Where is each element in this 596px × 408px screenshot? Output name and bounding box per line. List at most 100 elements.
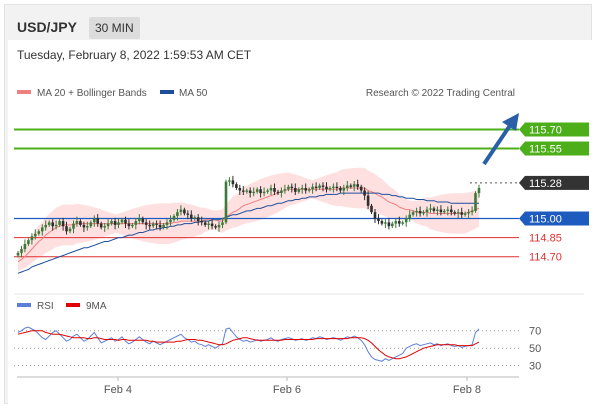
candle-body xyxy=(23,244,27,250)
candle-body xyxy=(68,228,72,232)
candle-body xyxy=(75,221,79,224)
candle-body xyxy=(366,195,370,206)
candle-body xyxy=(117,222,120,225)
candle-body xyxy=(359,186,363,191)
candle-body xyxy=(203,222,207,225)
candle-body xyxy=(439,209,443,213)
candle-body xyxy=(235,184,238,188)
candle-body xyxy=(460,212,463,215)
candle-body xyxy=(30,236,34,241)
symbol-title: USD/JPY xyxy=(17,19,77,35)
candle-body xyxy=(99,223,103,228)
candle-body xyxy=(158,224,162,228)
ma20-line xyxy=(17,187,480,263)
candle-body xyxy=(352,184,356,187)
candle-body xyxy=(429,208,432,210)
level-tag-bg xyxy=(525,122,589,137)
level-tag-arrow xyxy=(519,122,525,137)
rsi-legend-label: RSI xyxy=(37,301,54,312)
candle-body xyxy=(380,221,384,224)
ma50-line xyxy=(17,192,479,274)
candle-body xyxy=(339,188,342,191)
candle-body xyxy=(228,180,231,182)
candle-body xyxy=(193,217,197,219)
candle-body xyxy=(398,221,401,224)
timeframe-badge[interactable]: 30 MIN xyxy=(89,17,140,39)
candle-body xyxy=(453,212,456,214)
candle-body xyxy=(44,224,47,228)
candle-body xyxy=(436,209,439,211)
candle-body xyxy=(432,208,436,211)
rsi-line xyxy=(17,326,480,362)
candle-body xyxy=(332,186,335,188)
candle-body xyxy=(82,224,86,228)
candle-body xyxy=(287,186,290,190)
candle-body xyxy=(207,223,210,225)
candle-body xyxy=(477,188,481,194)
candle-body xyxy=(16,252,20,256)
candle-body xyxy=(27,240,30,244)
candle-body xyxy=(280,190,283,193)
level-tag-arrow xyxy=(519,211,525,226)
candle-body xyxy=(384,222,387,224)
candle-body xyxy=(34,233,37,237)
candle-body xyxy=(106,223,110,227)
candle-body xyxy=(131,224,134,227)
candle-body xyxy=(446,209,450,211)
candle-body xyxy=(37,231,41,234)
level-tag-label: 114.70 xyxy=(529,252,562,264)
candle-body xyxy=(377,218,380,221)
candle-body xyxy=(450,209,453,213)
ma20-legend-swatch xyxy=(17,90,31,94)
candle-body xyxy=(304,188,307,191)
candle-body xyxy=(321,185,325,187)
candle-body xyxy=(311,186,314,190)
candle-body xyxy=(283,189,287,191)
candle-body xyxy=(335,186,339,188)
candle-body xyxy=(120,219,124,223)
candle-body xyxy=(342,188,346,191)
rsi-tick-label: 70 xyxy=(529,326,541,338)
candle-body xyxy=(387,222,391,227)
candle-body xyxy=(314,186,318,188)
candle-body xyxy=(79,221,82,225)
candle-body xyxy=(394,221,398,224)
ma50-legend-swatch xyxy=(160,90,174,94)
level-tags: 115.70 115.55 115.28 115.00 114.85 114.70 xyxy=(519,122,589,264)
level-tag-label: 115.00 xyxy=(529,214,562,226)
candle-body xyxy=(47,222,51,225)
candle-body xyxy=(276,191,280,194)
candle-body xyxy=(262,191,266,194)
candle-body xyxy=(93,218,96,223)
level-tag-label: 115.28 xyxy=(529,178,562,190)
research-credit: Research © 2022 Trading Central xyxy=(366,88,515,99)
moving-averages xyxy=(17,187,480,274)
candle-body xyxy=(290,186,294,188)
candle-body xyxy=(58,221,61,225)
level-tag-bg xyxy=(525,141,589,156)
candle-body xyxy=(179,209,183,213)
candle-body xyxy=(89,222,93,227)
candle-body xyxy=(248,190,252,193)
candle-body xyxy=(467,212,470,214)
candle-body xyxy=(151,223,155,227)
candle-body xyxy=(349,185,353,187)
candle-body xyxy=(124,219,127,224)
forecast-arrow xyxy=(482,113,519,166)
candle-body xyxy=(300,188,304,190)
candle-body xyxy=(200,221,203,223)
candle-body xyxy=(356,184,359,187)
rsi-legend-swatch xyxy=(17,303,31,307)
candle-body xyxy=(172,216,176,220)
candle-body xyxy=(148,224,151,227)
rsi-ma-legend-label: 9MA xyxy=(86,301,107,312)
candle-body xyxy=(54,224,58,227)
candle-body xyxy=(183,209,186,214)
candle-body xyxy=(190,214,193,219)
candle-body xyxy=(422,212,425,214)
candle-body xyxy=(103,226,106,228)
candle-body xyxy=(259,189,262,194)
candle-body xyxy=(162,224,165,228)
x-tick-label: Feb 8 xyxy=(453,384,481,396)
candle-body xyxy=(252,191,255,194)
